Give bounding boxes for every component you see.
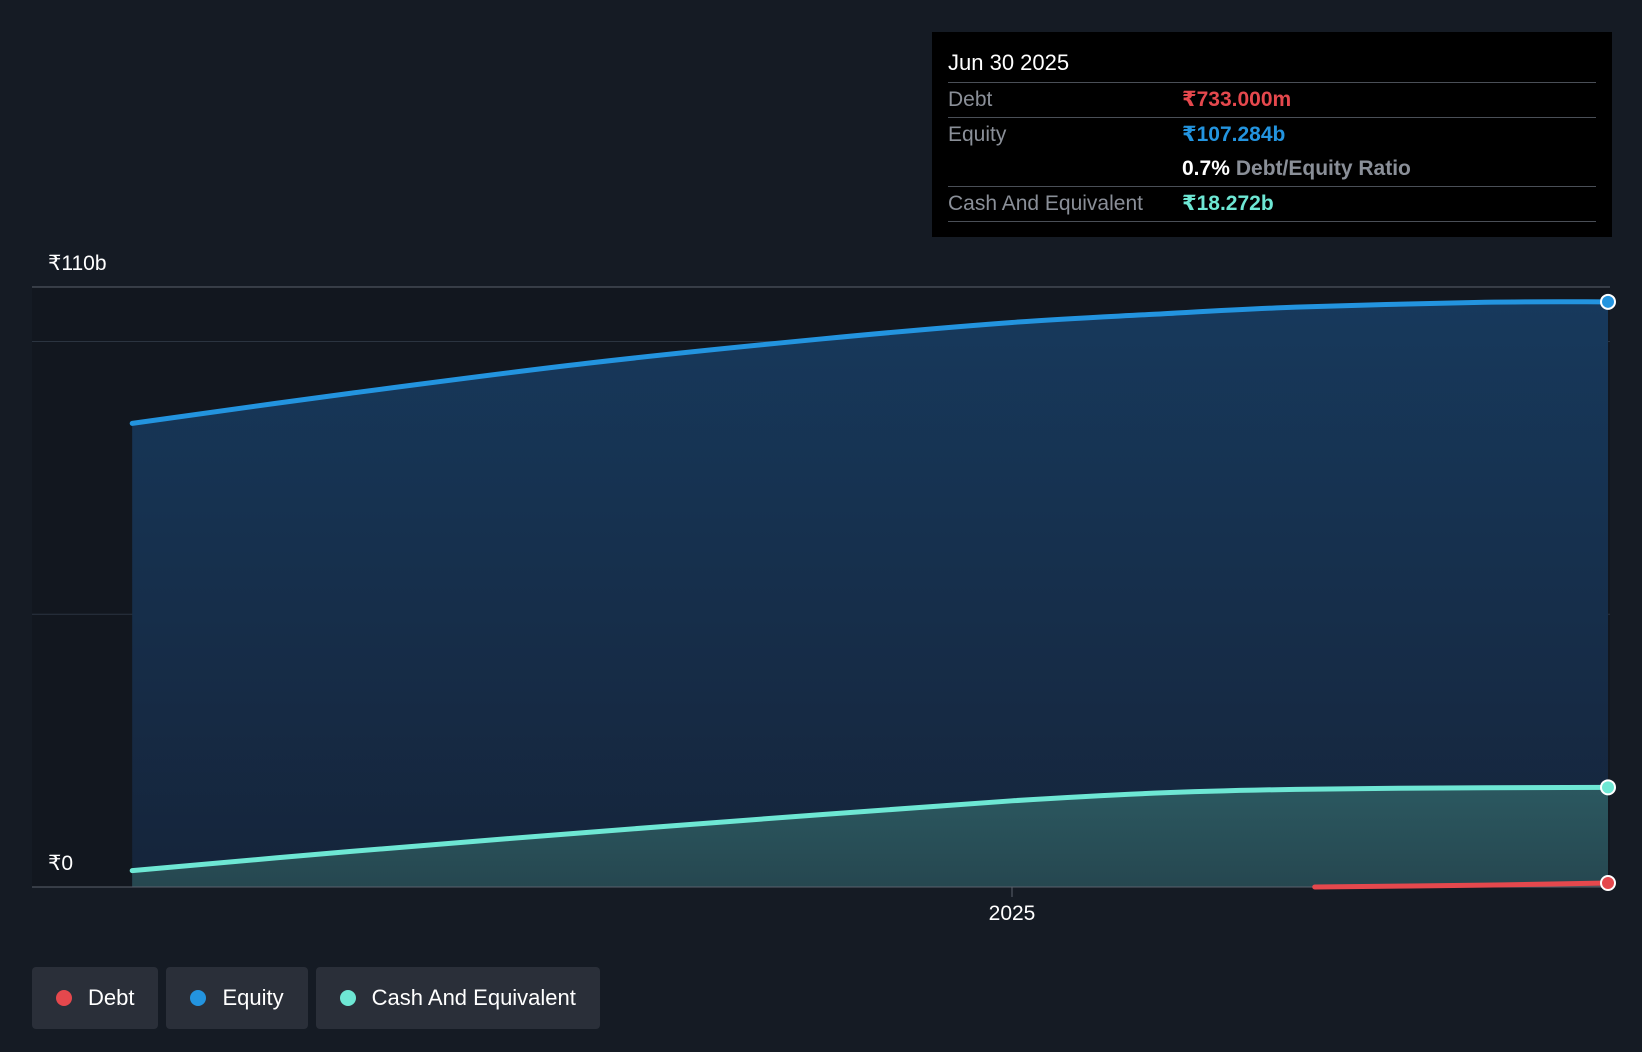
tooltip-date: Jun 30 2025 [948, 46, 1596, 83]
tooltip-equity-label: Equity [948, 123, 1007, 146]
tooltip-debt-value: ₹733.000m [1182, 88, 1292, 111]
y-tick-label-zero: ₹0 [48, 852, 73, 875]
tooltip-cash-value: ₹18.272b [1182, 192, 1274, 215]
equity-line [129, 299, 1611, 426]
tooltip-equity-row: Equity ₹107.284b [948, 118, 1596, 152]
tooltip-debt-label: Debt [948, 88, 993, 111]
legend-item-debt[interactable]: Debt [32, 967, 159, 1029]
tooltip-ratio-label: Debt/Equity Ratio [1235, 157, 1411, 180]
tooltip-equity-value: ₹107.284b [1182, 123, 1286, 146]
legend-debt-label: Debt [88, 985, 135, 1010]
cash-and-equivalent-line [129, 784, 1611, 874]
tooltip-ratio-row: 0.7% Debt/Equity Ratio [948, 152, 1596, 187]
debt-line [1312, 880, 1611, 890]
legend-equity-label: Equity [222, 985, 284, 1010]
debt-end-marker [1600, 875, 1616, 892]
equity-end-marker [1600, 293, 1616, 310]
y-tick-label-top: ₹110b [48, 252, 107, 275]
tooltip-cash-row: Cash And Equivalent ₹18.272b [948, 187, 1596, 222]
tooltip-panel: Jun 30 2025 Debt ₹733.000m Equity ₹107.2… [932, 32, 1612, 237]
chart-legend: Debt Equity Cash And Equivalent [32, 967, 600, 1029]
legend-item-cash[interactable]: Cash And Equivalent [315, 967, 600, 1029]
legend-cash-dot [339, 990, 356, 1006]
tooltip-cash-label: Cash And Equivalent [948, 192, 1143, 215]
legend-cash-label: Cash And Equivalent [371, 985, 576, 1010]
legend-debt-dot [56, 990, 72, 1006]
equity-area [132, 301, 1609, 888]
tooltip-debt-row: Debt ₹733.000m [948, 83, 1596, 118]
cash-and-equivalent-area [132, 787, 1609, 887]
x-tick-label: 2025 [989, 902, 1036, 925]
tooltip-ratio-value: 0.7% [1182, 157, 1230, 180]
legend-equity-dot [190, 990, 207, 1006]
cash-and-equivalent-end-marker [1600, 779, 1616, 796]
legend-item-equity[interactable]: Equity [166, 967, 308, 1029]
